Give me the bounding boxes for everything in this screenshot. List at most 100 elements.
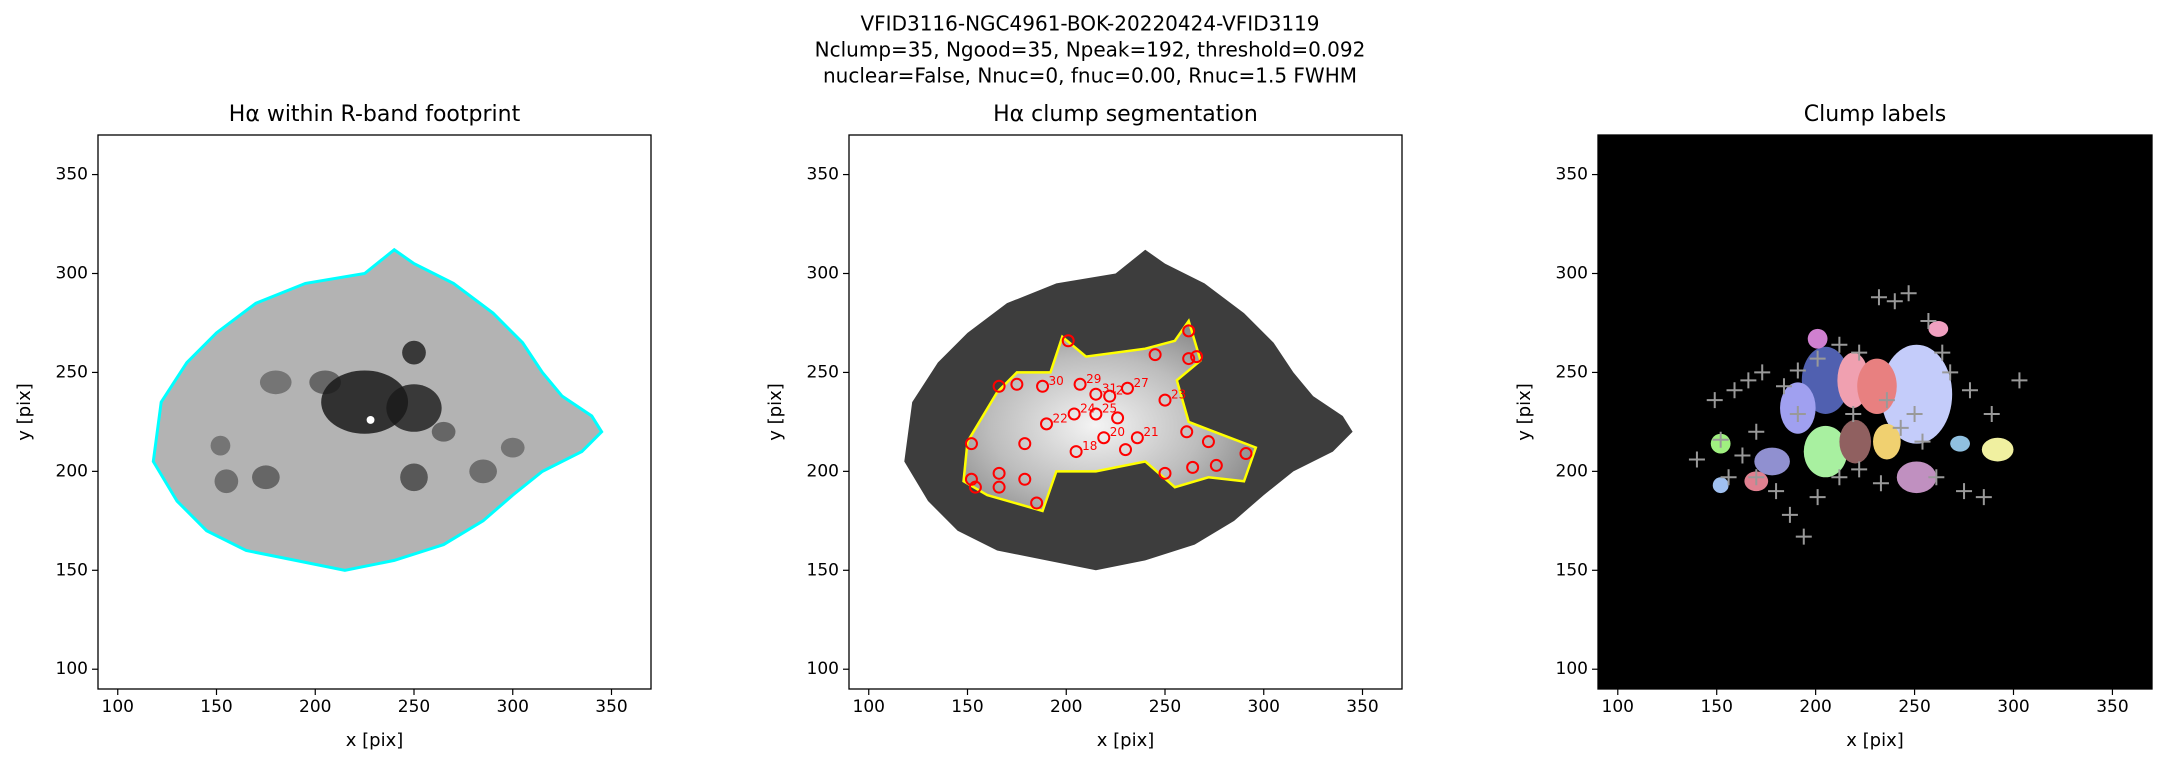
y-tick-label: 300 [1556, 264, 1588, 284]
peak-marker [1872, 475, 1889, 492]
x-tick-label: 200 [299, 697, 331, 717]
y-tick-label: 250 [56, 362, 88, 382]
panel-title: Hα clump segmentation [993, 102, 1258, 127]
x-tick-label: 300 [497, 697, 529, 717]
x-tick-label: 250 [1898, 697, 1930, 717]
clump-label: 25 [1102, 401, 1117, 415]
clump-marker [1040, 417, 1053, 431]
clump-marker [1182, 352, 1196, 366]
clump-marker [964, 437, 978, 451]
y-axis-label: y [pix] [765, 383, 786, 441]
peak-marker [1851, 461, 1868, 478]
clump-marker [992, 480, 1006, 494]
y-tick-label: 150 [1556, 560, 1588, 580]
y-axis-label: y [pix] [1514, 383, 1535, 441]
axes-frame [97, 134, 652, 690]
clump-marker [1089, 387, 1103, 401]
clump-marker [1018, 437, 1032, 451]
peak-marker [1928, 469, 1945, 486]
peak-marker [1734, 447, 1751, 464]
y-tick-label: 200 [807, 461, 839, 481]
panel-title: Clump labels [1804, 102, 1946, 127]
image [904, 249, 1353, 571]
x-tick-label: 150 [1700, 697, 1732, 717]
clump-label: 23 [1171, 388, 1186, 402]
y-tick-label: 250 [1556, 362, 1588, 382]
clump-marker [1182, 324, 1196, 338]
clump-marker [1111, 411, 1125, 425]
peak-marker [1748, 469, 1765, 486]
peak-marker [1809, 489, 1826, 506]
peak-marker [1748, 423, 1765, 440]
clump-label: 27 [1133, 376, 1148, 390]
clump-label: 21 [1143, 425, 1158, 439]
clump-marker [1061, 334, 1075, 348]
peak-marker [1942, 364, 1959, 381]
y-tick-label: 100 [1556, 659, 1588, 679]
suptitle: nuclear=False, Nnuc=0, fnuc=0.00, Rnuc=1… [823, 64, 1357, 88]
x-tick-label: 300 [1248, 697, 1280, 717]
peak-marker [1892, 419, 1909, 436]
clump-marker [1158, 393, 1172, 407]
clump-marker [1067, 407, 1081, 421]
nucleus [366, 415, 375, 424]
peak-marker [1809, 350, 1826, 367]
peak-marker [1688, 451, 1705, 468]
clump-marker [1069, 445, 1083, 459]
y-tick-label: 300 [56, 264, 88, 284]
x-tick-label: 350 [2096, 697, 2128, 717]
x-tick-label: 200 [1050, 697, 1082, 717]
y-tick-label: 350 [1556, 165, 1588, 185]
peak-marker [1789, 405, 1806, 422]
peak-marker [1975, 489, 1992, 506]
peak-marker [1775, 378, 1792, 395]
clump-marker [1036, 379, 1050, 393]
clump-label: 29 [1086, 372, 1101, 386]
y-tick-label: 200 [1556, 461, 1588, 481]
x-axis-label: x [pix] [1846, 730, 1904, 751]
x-tick-label: 100 [853, 697, 885, 717]
peak-marker [1870, 289, 1887, 306]
clump-label: 2 [1116, 384, 1124, 398]
peak-marker [1768, 483, 1785, 500]
peak-marker [1914, 433, 1931, 450]
clump-label: 30 [1049, 374, 1064, 388]
peak-marker [1781, 506, 1798, 523]
clump-marker [992, 379, 1006, 393]
clump-marker [968, 480, 982, 494]
y-tick-label: 350 [807, 165, 839, 185]
peak-marker [1712, 431, 1729, 448]
x-tick-label: 250 [398, 697, 430, 717]
dark-regions [210, 340, 525, 494]
y-tick-label: 250 [807, 362, 839, 382]
y-tick-label: 300 [807, 264, 839, 284]
clump-label: 20 [1110, 425, 1125, 439]
x-tick-label: 350 [1346, 697, 1378, 717]
clump-marker [1209, 458, 1223, 472]
x-tick-label: 300 [1997, 697, 2029, 717]
clump-marker [1089, 407, 1103, 421]
clump-marker [1030, 496, 1044, 510]
peak-marker [1740, 372, 1757, 389]
image [1598, 135, 2152, 689]
clump-marker [1158, 466, 1172, 480]
axes-frame [848, 134, 1403, 690]
peak-marker [1706, 392, 1723, 409]
peak-marker [2011, 372, 2028, 389]
x-tick-label: 250 [1149, 697, 1181, 717]
peak-marker [1726, 382, 1743, 399]
clump-marker [1130, 431, 1144, 445]
clump-marker [992, 466, 1006, 480]
clump-marker [1239, 447, 1253, 461]
x-tick-label: 100 [102, 697, 134, 717]
peak-marker [1900, 285, 1917, 302]
clump-marker [1073, 377, 1087, 391]
peak-marker [1934, 344, 1951, 361]
peak-marker [1795, 528, 1812, 545]
clump-marker [1201, 435, 1215, 449]
clump-label: 22 [1053, 411, 1068, 425]
peak-marker [1831, 336, 1848, 353]
clump-marker [1186, 460, 1200, 474]
peak-marker [1831, 469, 1848, 486]
